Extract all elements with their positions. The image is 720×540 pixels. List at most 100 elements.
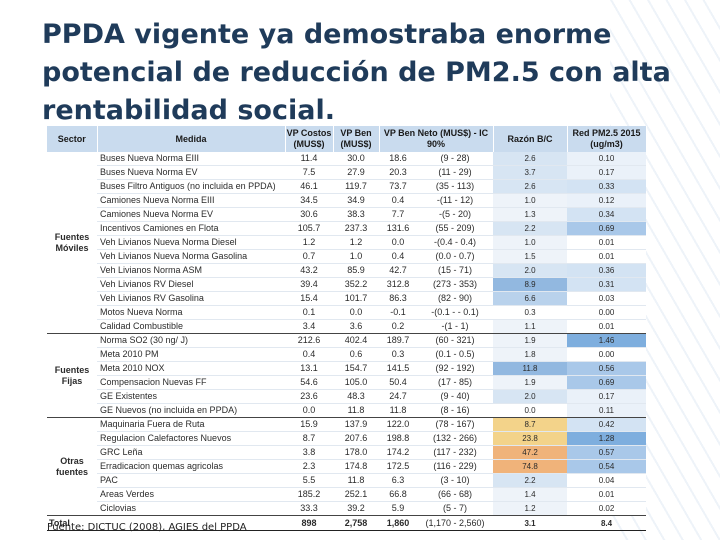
header-sector: Sector xyxy=(47,126,98,152)
vp-ben-neto-value: 189.7 xyxy=(379,333,417,348)
table-row: Veh Livianos Nueva Norma Gasolina 0.7 1.0 0… xyxy=(47,249,647,264)
razon-bc-value: 1.9 xyxy=(493,375,568,390)
confidence-interval: -(0.1 - - 0.1) xyxy=(417,305,494,320)
razon-bc-value: 47.2 xyxy=(493,445,568,460)
measure-name: Calidad Combustible xyxy=(97,319,285,334)
confidence-interval: -(5 - 20) xyxy=(417,207,494,222)
table-row: Compensacion Nuevas FF 54.6 105.0 50.4 (17 -… xyxy=(47,375,647,390)
table-body: Fuentes Móviles Buses Nueva Norma EIII 11.… xyxy=(47,152,647,531)
confidence-interval: (92 - 192) xyxy=(417,361,494,376)
confidence-interval: (117 - 232) xyxy=(417,445,494,460)
vp-ben-value: 85.9 xyxy=(333,263,379,278)
vp-costos-value: 15.4 xyxy=(285,291,333,306)
table-row: Otras fuentes Maquinaria Fuera de Ruta 15.… xyxy=(47,417,647,516)
vp-costos-value: 3.8 xyxy=(285,445,333,460)
vp-ben-neto-value: 0.4 xyxy=(379,249,417,264)
vp-ben-value: 137.9 xyxy=(333,417,379,432)
vp-ben-value: 48.3 xyxy=(333,389,379,404)
vp-ben-neto-value: 5.9 xyxy=(379,501,417,516)
total-confidence-interval: (1,170 - 2,560) xyxy=(417,515,494,531)
table-row: Veh Livianos Norma ASM 43.2 85.9 42.7 (15 - … xyxy=(47,263,647,278)
razon-bc-value: 1.8 xyxy=(493,347,568,362)
confidence-interval: (5 - 7) xyxy=(417,501,494,516)
pm-reduction-value: 0.56 xyxy=(567,361,647,376)
razon-bc-value: 0.0 xyxy=(493,403,568,418)
measure-name: Veh Livianos RV Gasolina xyxy=(97,291,285,306)
vp-ben-neto-value: 312.8 xyxy=(379,277,417,292)
vp-ben-neto-value: 0.0 xyxy=(379,235,417,250)
table-row: Meta 2010 PM 0.4 0.6 0.3 (0.1 - 0.5) 1.8 0.00 xyxy=(47,347,647,362)
vp-ben-value: 34.9 xyxy=(333,193,379,208)
sector-label: Fuentes Móviles xyxy=(47,152,97,334)
pm-reduction-value: 0.03 xyxy=(567,291,647,306)
vp-costos-value: 11.4 xyxy=(285,152,333,166)
total-razon-bc: 3.1 xyxy=(493,515,568,531)
vp-ben-neto-value: 174.2 xyxy=(379,445,417,460)
pm-reduction-value: 0.17 xyxy=(567,165,647,180)
header-vp-ben-neto: VP Ben Neto (MUS$) - IC 90% xyxy=(379,126,494,152)
vp-ben-value: 11.8 xyxy=(333,473,379,488)
pm-reduction-value: 0.69 xyxy=(567,221,647,236)
vp-ben-neto-value: 0.4 xyxy=(379,193,417,208)
pm-reduction-value: 0.12 xyxy=(567,193,647,208)
razon-bc-value: 23.8 xyxy=(493,431,568,446)
pm-reduction-value: 0.01 xyxy=(567,249,647,264)
confidence-interval: (82 - 90) xyxy=(417,291,494,306)
confidence-interval: (0.0 - 0.7) xyxy=(417,249,494,264)
header-red-pm: Red PM2.5 2015 (ug/m3) xyxy=(567,126,647,152)
vp-ben-neto-value: 7.7 xyxy=(379,207,417,222)
table-row: Buses Nueva Norma EV 7.5 27.9 20.3 (11 - 29)… xyxy=(47,165,647,180)
measure-name: Motos Nueva Norma xyxy=(97,305,285,320)
confidence-interval: (60 - 321) xyxy=(417,333,494,348)
pm-reduction-value: 0.00 xyxy=(567,347,647,362)
pm-reduction-value: 0.34 xyxy=(567,207,647,222)
vp-ben-neto-value: 24.7 xyxy=(379,389,417,404)
measure-name: Erradicacion quemas agricolas xyxy=(97,459,285,474)
pm-reduction-value: 0.02 xyxy=(567,501,647,516)
pm-reduction-value: 0.01 xyxy=(567,319,647,334)
table-row: Calidad Combustible 3.4 3.6 0.2 -(1 - 1) 1.1 0… xyxy=(47,319,647,334)
razon-bc-value: 0.3 xyxy=(493,305,568,320)
measure-name: Veh Livianos RV Diesel xyxy=(97,277,285,292)
vp-ben-value: 154.7 xyxy=(333,361,379,376)
table-row: Incentivos Camiones en Flota 105.7 237.3 13… xyxy=(47,221,647,236)
confidence-interval: (273 - 353) xyxy=(417,277,494,292)
confidence-interval: (116 - 229) xyxy=(417,459,494,474)
confidence-interval: (9 - 40) xyxy=(417,389,494,404)
total-row: Total 898 2,758 1,860 (1,170 - 2,560) 3.1 8.4 xyxy=(47,515,647,531)
razon-bc-value: 3.7 xyxy=(493,165,568,180)
header-vp-costos: VP Costos (MUS$) xyxy=(285,126,334,152)
vp-costos-value: 33.3 xyxy=(285,501,333,516)
vp-ben-value: 39.2 xyxy=(333,501,379,516)
razon-bc-value: 2.2 xyxy=(493,473,568,488)
measure-name: Camiones Nueva Norma EV xyxy=(97,207,285,222)
measure-name: Incentivos Camiones en Flota xyxy=(97,221,285,236)
cost-benefit-table: Sector Medida VP Costos (MUS$) VP Ben (M… xyxy=(47,126,647,531)
measure-name: Areas Verdes xyxy=(97,487,285,502)
razon-bc-value: 11.8 xyxy=(493,361,568,376)
vp-ben-value: 27.9 xyxy=(333,165,379,180)
razon-bc-value: 1.9 xyxy=(493,333,568,348)
vp-costos-value: 0.0 xyxy=(285,403,333,418)
header-vp-ben: VP Ben (MUS$) xyxy=(333,126,380,152)
vp-ben-neto-value: 198.8 xyxy=(379,431,417,446)
pm-reduction-value: 1.28 xyxy=(567,431,647,446)
vp-ben-neto-value: -0.1 xyxy=(379,305,417,320)
pm-reduction-value: 0.01 xyxy=(567,487,647,502)
razon-bc-value: 8.7 xyxy=(493,417,568,432)
vp-costos-value: 15.9 xyxy=(285,417,333,432)
vp-ben-value: 101.7 xyxy=(333,291,379,306)
vp-ben-value: 30.0 xyxy=(333,152,379,166)
confidence-interval: -(11 - 12) xyxy=(417,193,494,208)
razon-bc-value: 6.6 xyxy=(493,291,568,306)
razon-bc-value: 2.6 xyxy=(493,179,568,194)
vp-ben-neto-value: 42.7 xyxy=(379,263,417,278)
table-row: Areas Verdes 185.2 252.1 66.8 (66 - 68) 1.4 0.… xyxy=(47,487,647,502)
table-row: Camiones Nueva Norma EV 30.6 38.3 7.7 -(5 - … xyxy=(47,207,647,222)
sector-label: Fuentes Fijas xyxy=(47,333,97,418)
vp-costos-value: 43.2 xyxy=(285,263,333,278)
measure-name: Meta 2010 PM xyxy=(97,347,285,362)
vp-ben-value: 105.0 xyxy=(333,375,379,390)
vp-ben-neto-value: 131.6 xyxy=(379,221,417,236)
confidence-interval: (17 - 85) xyxy=(417,375,494,390)
